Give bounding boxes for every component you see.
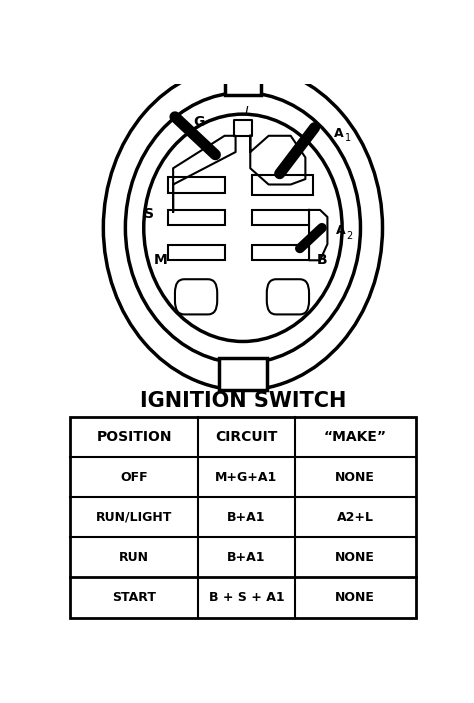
Text: START: START: [112, 591, 156, 604]
Text: A: A: [336, 224, 345, 237]
Text: POSITION: POSITION: [96, 430, 172, 444]
Text: IGNITION SWITCH: IGNITION SWITCH: [140, 391, 346, 411]
Text: B+A1: B+A1: [227, 551, 265, 564]
Text: B+A1: B+A1: [227, 511, 265, 524]
Text: G: G: [193, 115, 204, 129]
Text: M+G+A1: M+G+A1: [215, 471, 277, 484]
FancyBboxPatch shape: [225, 65, 261, 95]
Text: A2+L: A2+L: [337, 511, 374, 524]
Text: OFF: OFF: [120, 471, 148, 484]
FancyBboxPatch shape: [168, 177, 225, 193]
FancyBboxPatch shape: [252, 175, 313, 195]
Text: B + S + A1: B + S + A1: [209, 591, 284, 604]
Text: NONE: NONE: [335, 591, 375, 604]
Text: A: A: [334, 127, 343, 140]
Ellipse shape: [151, 125, 335, 330]
FancyBboxPatch shape: [267, 279, 309, 314]
FancyBboxPatch shape: [252, 245, 309, 260]
Polygon shape: [234, 120, 252, 136]
Text: 1: 1: [345, 134, 351, 143]
Text: B: B: [317, 253, 327, 267]
Polygon shape: [173, 136, 236, 212]
Text: RUN: RUN: [119, 551, 149, 564]
FancyBboxPatch shape: [175, 279, 217, 314]
Polygon shape: [250, 136, 305, 184]
Text: “MAKE”: “MAKE”: [324, 430, 387, 444]
FancyBboxPatch shape: [168, 210, 225, 225]
Text: 2: 2: [346, 231, 353, 241]
FancyBboxPatch shape: [168, 245, 225, 260]
Text: M: M: [154, 253, 167, 267]
Text: RUN/LIGHT: RUN/LIGHT: [96, 511, 173, 524]
Polygon shape: [309, 210, 328, 260]
FancyBboxPatch shape: [252, 210, 309, 225]
Text: NONE: NONE: [335, 471, 375, 484]
Text: S: S: [144, 207, 154, 221]
FancyBboxPatch shape: [219, 358, 267, 390]
Text: L: L: [245, 105, 252, 118]
Text: NONE: NONE: [335, 551, 375, 564]
Text: CIRCUIT: CIRCUIT: [215, 430, 278, 444]
